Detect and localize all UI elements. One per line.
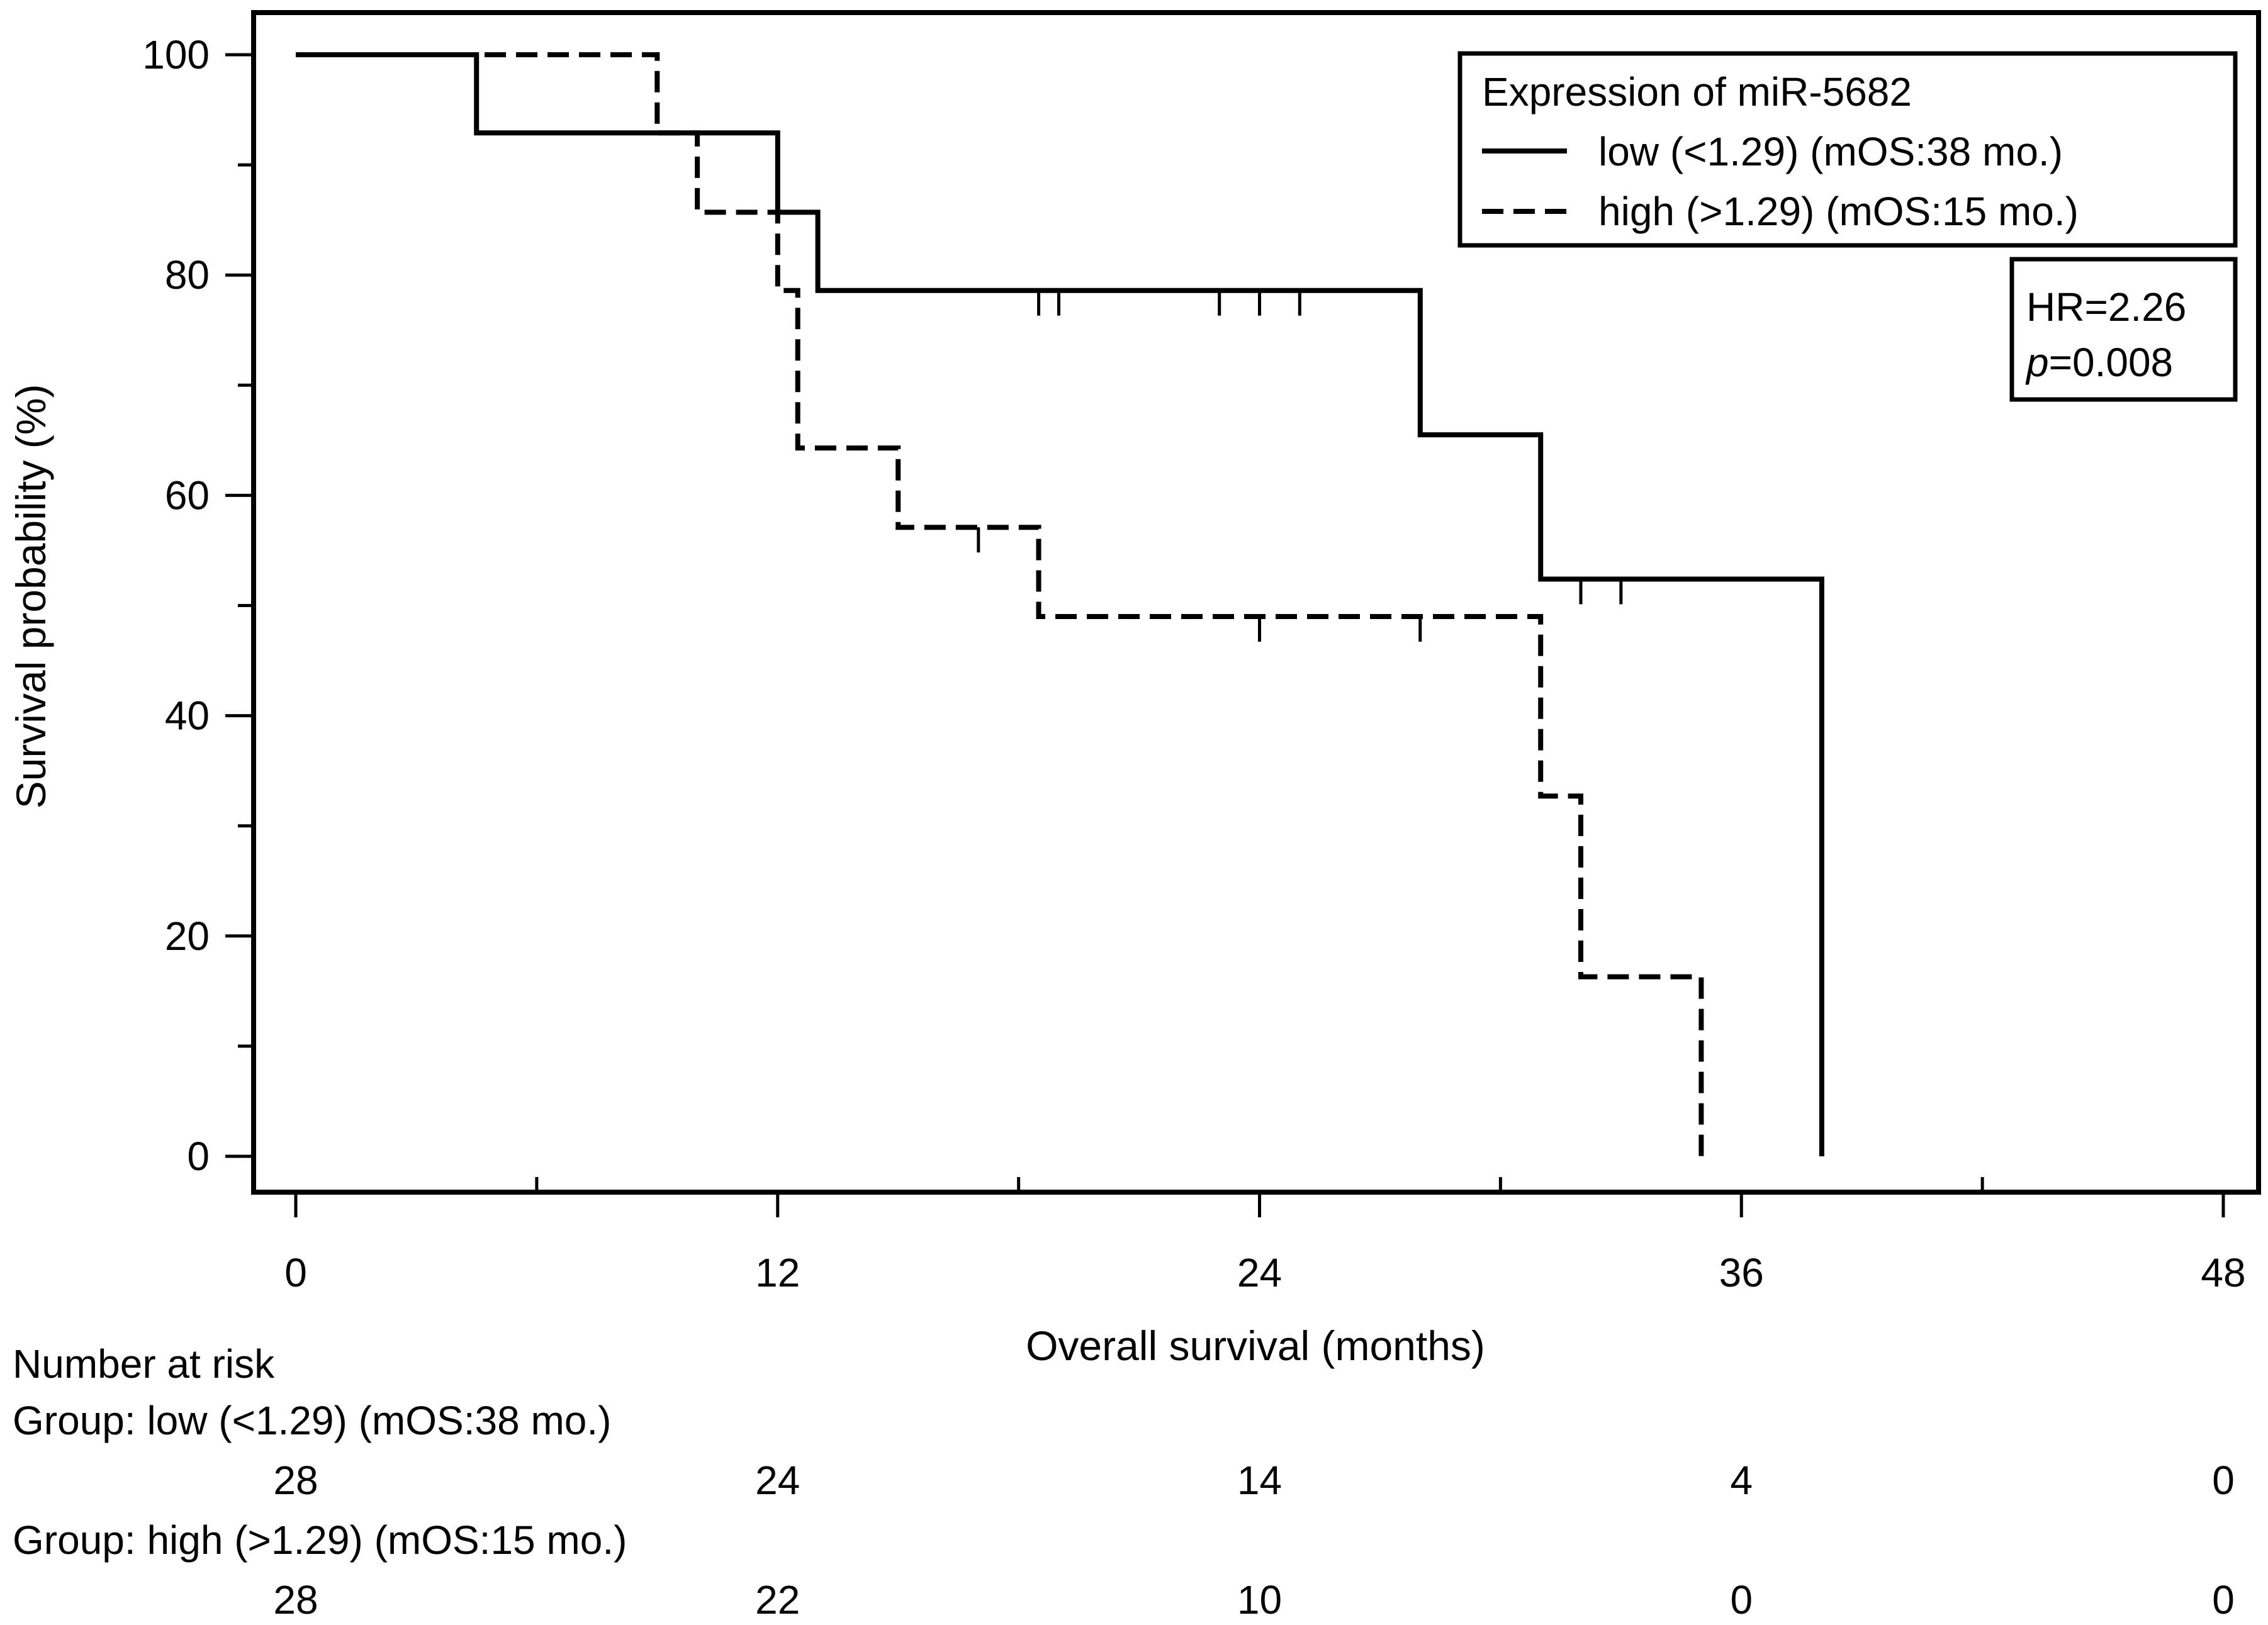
series-low	[296, 52, 1824, 1156]
survival-curve-high	[296, 52, 1704, 1156]
y-tick-label-0: 0	[187, 1134, 210, 1179]
hr-text: HR=2.26	[2026, 284, 2186, 330]
y-tick-label-20: 20	[165, 913, 210, 959]
legend-box	[1457, 51, 2238, 248]
risk-count-low-36: 4	[1730, 1458, 1753, 1503]
hr-annotation-box	[2009, 257, 2238, 402]
x-tick-label-48: 48	[2201, 1250, 2245, 1295]
risk-header: Number at risk	[13, 1341, 275, 1387]
legend: Expression of miR-5682 low (<1.29) (mOS:…	[1457, 51, 2238, 248]
risk-count-low-12: 24	[755, 1458, 800, 1503]
risk-count-low-24: 14	[1237, 1458, 1282, 1503]
legend-title: Expression of miR-5682	[1482, 69, 1912, 114]
risk-group-label-low: Group: low (<1.29) (mOS:38 mo.)	[13, 1398, 611, 1443]
risk-count-low-48: 0	[2212, 1458, 2235, 1503]
x-axis: 0 12 24 36 48	[284, 1177, 2246, 1295]
series-high	[296, 52, 1704, 1156]
risk-count-high-0: 28	[273, 1577, 318, 1622]
legend-label-low: low (<1.29) (mOS:38 mo.)	[1598, 129, 2063, 174]
y-axis: 0 20 40 60 80 100	[142, 32, 254, 1179]
y-tick-label-100: 100	[142, 32, 210, 77]
p-value: =0.008	[2049, 340, 2174, 385]
survival-curve-low	[296, 52, 1824, 1156]
risk-count-low-0: 28	[273, 1458, 318, 1503]
number-at-risk: Number at risk Group: low (<1.29) (mOS:3…	[13, 1341, 2235, 1622]
plot-frame	[251, 10, 2261, 1195]
x-tick-label-36: 36	[1719, 1250, 1764, 1295]
legend-label-high: high (>1.29) (mOS:15 mo.)	[1598, 189, 2079, 234]
y-tick-label-80: 80	[165, 252, 210, 298]
x-tick-label-0: 0	[284, 1250, 307, 1295]
risk-count-high-12: 22	[755, 1577, 800, 1622]
y-tick-label-60: 60	[165, 472, 210, 518]
y-axis-title: Survival probability (%)	[8, 384, 54, 809]
p-symbol: p	[2025, 340, 2049, 385]
p-value-text: p=0.008	[2025, 340, 2173, 385]
risk-count-high-48: 0	[2212, 1577, 2235, 1622]
y-tick-label-40: 40	[165, 693, 210, 739]
x-tick-label-24: 24	[1237, 1250, 1282, 1295]
risk-counts: 28 24 14 4 0 28 22 10 0 0	[273, 1458, 2234, 1622]
hr-annotation: HR=2.26 p=0.008	[2009, 257, 2238, 402]
risk-group-label-high: Group: high (>1.29) (mOS:15 mo.)	[13, 1517, 627, 1563]
risk-count-high-36: 0	[1730, 1577, 1753, 1622]
x-axis-title: Overall survival (months)	[1026, 1322, 1485, 1369]
survival-curves	[296, 52, 1824, 1156]
x-tick-label-12: 12	[755, 1250, 800, 1295]
risk-count-high-24: 10	[1237, 1577, 1282, 1622]
